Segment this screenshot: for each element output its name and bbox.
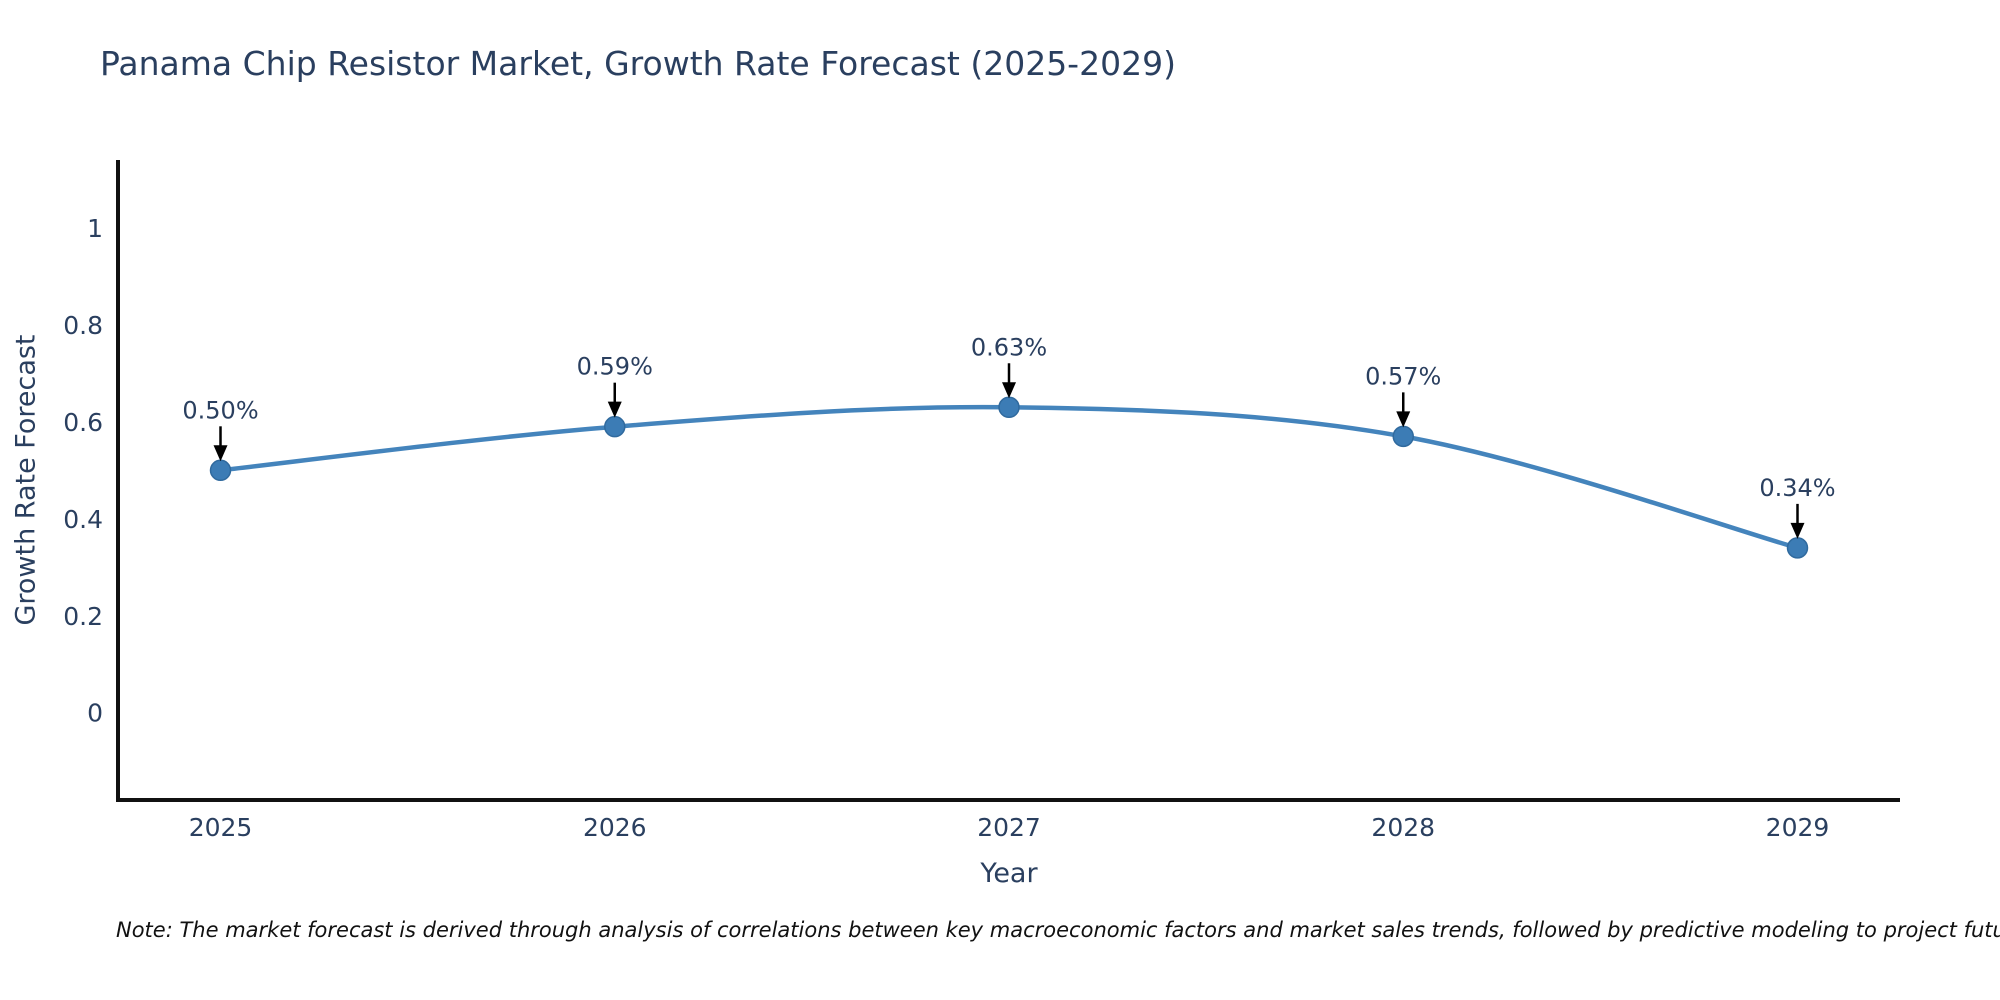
data-point-marker xyxy=(998,396,1020,419)
x-tick-label: 2026 xyxy=(583,813,647,842)
point-value-label: 0.57% xyxy=(1365,362,1441,390)
data-point-marker xyxy=(1392,425,1414,448)
x-axis-title: Year xyxy=(980,858,1038,889)
x-tick-label: 2025 xyxy=(189,813,253,842)
x-tick-label: 2028 xyxy=(1371,813,1435,842)
y-tick-label: 0.6 xyxy=(63,408,103,437)
y-tick-label: 0.4 xyxy=(63,505,103,534)
point-value-label: 0.34% xyxy=(1759,474,1835,502)
point-value-label: 0.63% xyxy=(971,333,1047,361)
annotation-arrow-head xyxy=(607,401,622,418)
data-point-marker xyxy=(209,459,232,482)
y-tick-label: 0.8 xyxy=(63,311,103,340)
annotation-arrow-head xyxy=(1790,522,1805,539)
x-tick-label: 2027 xyxy=(977,813,1041,842)
y-tick-label: 0.2 xyxy=(63,602,103,631)
annotation-arrow-head xyxy=(1396,411,1411,428)
chart-title: Panama Chip Resistor Market, Growth Rate… xyxy=(100,44,1176,83)
point-value-label: 0.59% xyxy=(577,353,653,381)
footnote: Note: The market forecast is derived thr… xyxy=(116,918,2000,942)
y-tick-label: 1 xyxy=(87,214,103,243)
forecast-line xyxy=(218,404,1800,551)
data-point-marker xyxy=(1786,537,1809,559)
annotation-arrow-head xyxy=(1002,382,1016,399)
annotation-arrow-head xyxy=(213,445,228,462)
y-tick-label: 0 xyxy=(87,699,103,728)
point-value-label: 0.50% xyxy=(182,396,258,424)
data-point-marker xyxy=(604,415,626,438)
x-tick-label: 2029 xyxy=(1766,813,1830,842)
